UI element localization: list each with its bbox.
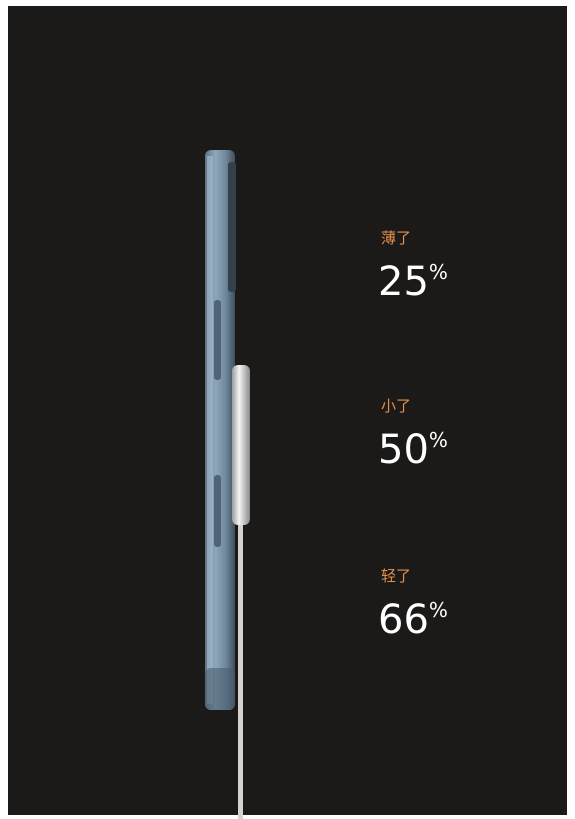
- stats: 薄了 25% 小了 50% 轻了 66%: [378, 229, 448, 643]
- stat-unit: %: [429, 598, 448, 622]
- stat-number: 25: [378, 259, 429, 305]
- stat-label: 小了: [381, 397, 411, 415]
- stat-unit: %: [429, 428, 448, 452]
- stat-value: 50%: [378, 427, 448, 473]
- stat-label: 轻了: [381, 567, 411, 585]
- stat-unit: %: [429, 260, 448, 284]
- stat-number: 50: [378, 427, 429, 473]
- background: [8, 6, 567, 815]
- phone: [205, 150, 236, 710]
- stat-value: 66%: [378, 597, 448, 643]
- stat-value: 25%: [378, 259, 448, 305]
- stat-number: 66: [378, 597, 429, 643]
- magsafe-charger: [232, 365, 250, 819]
- stat-label: 薄了: [381, 229, 411, 247]
